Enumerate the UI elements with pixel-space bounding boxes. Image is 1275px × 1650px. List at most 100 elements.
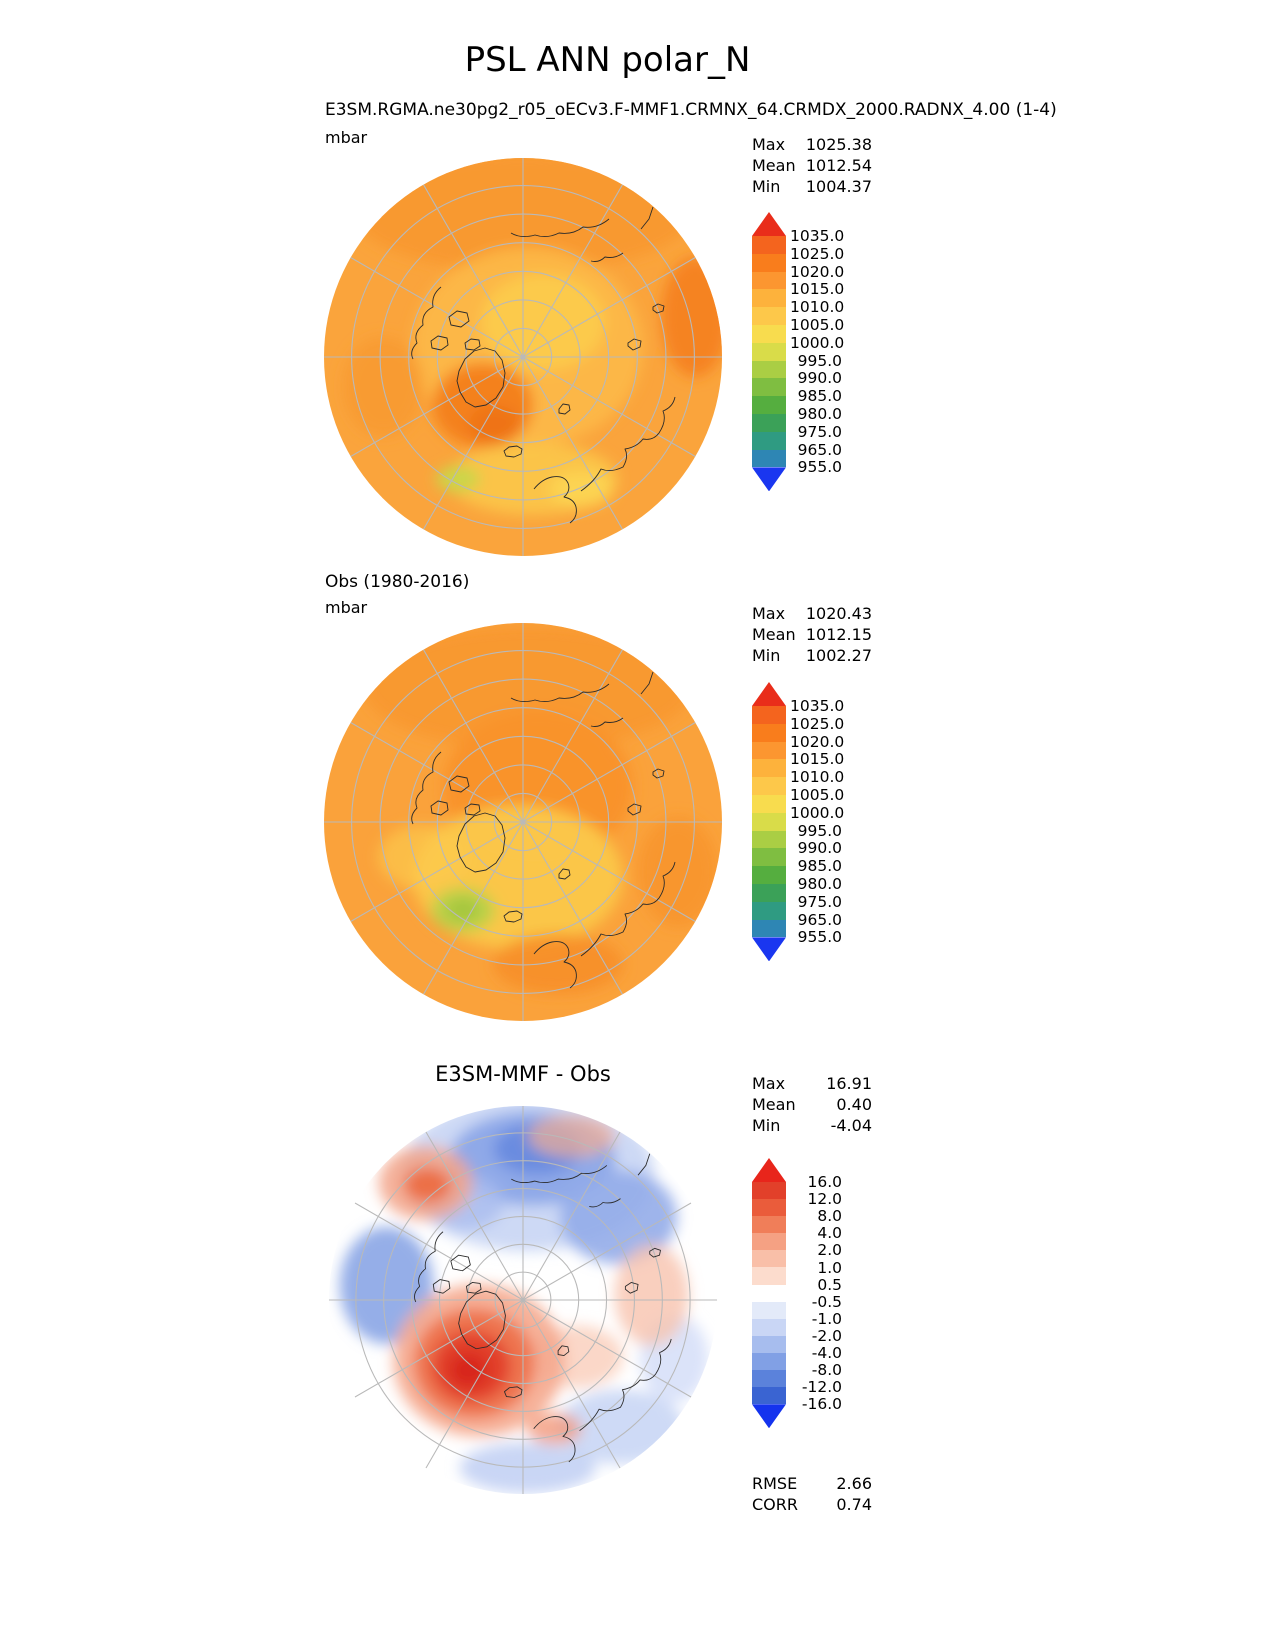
stat-row: Min -4.04 [752, 1115, 872, 1136]
polar-map-model [323, 157, 723, 557]
colorbar-tick-label: -0.5 [811, 1292, 842, 1311]
colorbar-tick-label: 980.0 [797, 875, 842, 893]
colorbar-segment [752, 794, 786, 813]
polar-map-diff [328, 1105, 718, 1495]
stat-label: Mean [752, 156, 796, 175]
colorbar-tick-label: 980.0 [797, 405, 842, 423]
colorbar-segment [752, 253, 786, 272]
metric-value: 0.74 [836, 1495, 872, 1514]
colorbar-tick-label: 985.0 [797, 857, 842, 876]
colorbar-cap-top [752, 682, 786, 706]
colorbar-tick-label: 990.0 [797, 839, 842, 858]
colorbar-cap-bottom [752, 1404, 786, 1429]
colorbar-tick-label: -1.0 [811, 1309, 842, 1328]
stat-row: Mean 1012.15 [752, 624, 872, 645]
colorbar-tick-label: 1005.0 [790, 786, 845, 804]
stat-value: -4.04 [830, 1116, 872, 1135]
colorbar-segment [752, 723, 786, 742]
polar-map-obs-svg [324, 623, 722, 1021]
stat-label: Min [752, 177, 781, 196]
stat-value: 1002.27 [805, 646, 872, 665]
diff-panel-title: E3SM-MMF - Obs [435, 1062, 611, 1086]
diff-stats: Max 16.91 Mean 0.40 Min -4.04 [752, 1073, 872, 1136]
stat-row: Mean 0.40 [752, 1094, 872, 1115]
model-run-subtitle: E3SM.RGMA.ne30pg2_r05_oECv3.F-MMF1.CRMNX… [325, 100, 1057, 120]
colorbar-tick-label: 955.0 [797, 928, 842, 947]
colorbar-cap-bottom [752, 467, 786, 492]
colorbar-tick-label: 975.0 [797, 892, 842, 911]
stat-label: Max [752, 1074, 786, 1093]
colorbar-segment [752, 741, 786, 760]
colorbar-tick-label: 12.0 [807, 1190, 842, 1209]
colorbar-segment [752, 307, 786, 325]
colorbar-cap-bottom [752, 937, 786, 962]
colorbar-segment [752, 848, 786, 867]
colorbar-segment [752, 812, 786, 831]
polar-map-model-svg [324, 158, 722, 556]
colorbar-tick-label: 1005.0 [790, 316, 845, 334]
obs-units-label: mbar [325, 598, 368, 617]
colorbar-segment [752, 396, 786, 414]
metric-label: CORR [752, 1495, 798, 1514]
colorbar-segment [752, 1199, 786, 1217]
colorbar-tick-label: 1025.0 [790, 714, 845, 733]
polar-map-obs [323, 622, 723, 1022]
colorbar-tick-label: 1020.0 [790, 732, 845, 751]
stat-row: Max 1020.43 [752, 603, 872, 624]
stat-label: Mean [752, 1095, 796, 1114]
colorbar-segment [752, 919, 786, 938]
colorbar-segment [752, 1318, 786, 1336]
colorbar-tick-label: 1.0 [817, 1258, 842, 1277]
colorbar-segment [752, 1216, 786, 1234]
colorbar-tick-label: 965.0 [797, 910, 842, 929]
stat-label: Max [752, 604, 786, 623]
colorbar-segment [752, 706, 786, 724]
colorbar-cap-top [752, 1158, 786, 1182]
colorbar-segment [752, 236, 786, 254]
colorbar-tick-label: 1020.0 [790, 262, 845, 281]
colorbar-segment [752, 431, 786, 450]
colorbar-tick-label: 2.0 [817, 1241, 842, 1260]
stat-row: Min 1004.37 [752, 176, 872, 197]
colorbar-segment [752, 342, 786, 361]
metric-row: CORR 0.74 [752, 1494, 872, 1515]
colorbar-tick-label: -16.0 [801, 1395, 842, 1414]
colorbar-tick-label: 985.0 [797, 387, 842, 406]
stat-row: Min 1002.27 [752, 645, 872, 666]
colorbar-segment [752, 324, 786, 343]
colorbar-segment [752, 883, 786, 902]
colorbar-segment [752, 378, 786, 397]
colorbar-segment [752, 1233, 786, 1251]
colorbar-segment [752, 360, 786, 379]
colorbar-segment [752, 1250, 786, 1268]
colorbar-tick-label: 4.0 [817, 1224, 842, 1243]
figure-title: PSL ANN polar_N [464, 40, 751, 80]
colorbar-tick-label: 1010.0 [790, 298, 845, 317]
colorbar-segment [752, 866, 786, 884]
model-stats: Max 1025.38 Mean 1012.54 Min 1004.37 [752, 134, 872, 197]
stat-row: Max 16.91 [752, 1073, 872, 1094]
colorbar-tick-label: 995.0 [797, 351, 842, 370]
colorbar-tick-label: 1000.0 [790, 803, 845, 822]
colorbar-segment [752, 413, 786, 432]
colorbar-segment [752, 759, 786, 778]
stat-value: 16.91 [826, 1074, 872, 1093]
colorbar-tick-label: -2.0 [811, 1326, 842, 1345]
colorbar-segment [752, 1301, 786, 1319]
colorbar-tick-label: 955.0 [797, 458, 842, 477]
colorbar-tick-label: 1010.0 [790, 768, 845, 787]
stat-label: Min [752, 646, 781, 665]
colorbar-tick-label: 0.5 [817, 1275, 842, 1294]
colorbar-segment [752, 271, 786, 290]
colorbar-segment [752, 1284, 786, 1302]
colorbar-segment [752, 1335, 786, 1353]
colorbar-segment [752, 830, 786, 849]
colorbar-tick-label: -8.0 [811, 1361, 842, 1380]
stat-value: 1025.38 [805, 135, 872, 154]
colorbar-tick-label: 1035.0 [790, 697, 845, 715]
stat-label: Mean [752, 625, 796, 644]
colorbar-tick-label: 16.0 [807, 1173, 842, 1191]
colorbar-segment [752, 1352, 786, 1371]
colorbar-cap-top [752, 212, 786, 236]
